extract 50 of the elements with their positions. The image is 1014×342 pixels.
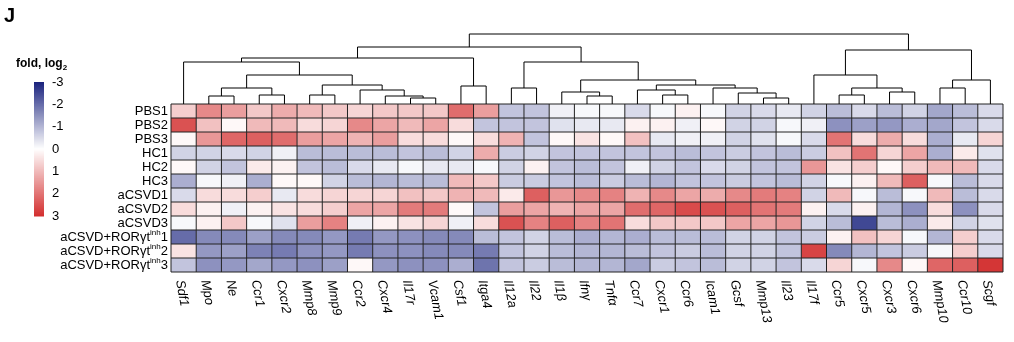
x-tick-label: Vcam1 — [425, 278, 448, 321]
color-bar-label: 0 — [52, 140, 60, 156]
x-tick-label: Cxcr4 — [374, 278, 396, 315]
y-tick-label: PBS3 — [134, 130, 169, 146]
x-tick-label: Ccr1 — [248, 278, 269, 309]
x-tick-label: Il17r — [400, 278, 420, 307]
x-tick-label: Ne — [223, 278, 242, 298]
y-tick-label: HC2 — [141, 158, 169, 174]
y-tick-label: PBS2 — [134, 116, 169, 132]
y-tick-label: aCSVD1 — [117, 186, 168, 202]
x-tick-label: Itga4 — [475, 278, 496, 310]
x-tick-label: Gcsf — [727, 278, 748, 309]
x-tick-label: Ifnγ — [576, 278, 596, 304]
x-tick-label: Cxcr1 — [652, 278, 673, 315]
x-tick-label: Il22 — [526, 278, 545, 303]
color-bar-label: -1 — [52, 118, 64, 134]
color-bar-label: 3 — [52, 207, 60, 223]
x-tick-label: Il12a — [500, 278, 521, 309]
x-tick-label: Cxcr6 — [904, 278, 926, 316]
x-tick-label: Mmp10 — [929, 278, 952, 325]
x-tick-label: Cxcr2 — [273, 278, 295, 316]
y-tick-label: PBS1 — [134, 102, 169, 118]
x-tick-label: Sdf1 — [173, 278, 193, 308]
x-tick-label: Tnfα — [601, 278, 622, 308]
color-bar-label: 1 — [52, 162, 60, 178]
y-tick-label: HC1 — [141, 144, 169, 160]
x-tick-label: Cxcr5 — [853, 278, 875, 316]
color-bar-label: -3 — [52, 73, 64, 89]
x-tick-label: Ccr6 — [677, 278, 698, 309]
x-tick-label: Mmp8 — [299, 278, 321, 318]
y-tick-label: aCSVD2 — [117, 200, 168, 216]
x-tick-label: Il23 — [778, 278, 797, 303]
x-tick-label: Ccr2 — [349, 278, 370, 309]
x-tick-label: Scgf — [979, 278, 1000, 309]
color-bar-label: -2 — [52, 95, 64, 111]
x-tick-label: Ccr5 — [828, 278, 849, 309]
x-tick-label: Ccr10 — [954, 278, 976, 317]
x-tick-label: Csf1 — [450, 278, 470, 308]
y-tick-label: HC3 — [141, 172, 169, 188]
x-tick-label: Mmp9 — [324, 278, 346, 317]
text: J — [4, 3, 16, 26]
x-tick-label: Ccr7 — [626, 278, 647, 309]
x-tick-label: Mmp13 — [752, 278, 776, 325]
x-tick-label: Cxcr3 — [879, 278, 900, 316]
x-tick-label: Il1β — [551, 278, 570, 303]
x-tick-label: Icam1 — [702, 278, 724, 317]
color-bar-label: 2 — [52, 185, 60, 201]
y-tick-label: aCSVD3 — [117, 214, 168, 230]
x-tick-label: Mpo — [198, 278, 218, 307]
x-tick-label: Il17f — [803, 278, 823, 307]
